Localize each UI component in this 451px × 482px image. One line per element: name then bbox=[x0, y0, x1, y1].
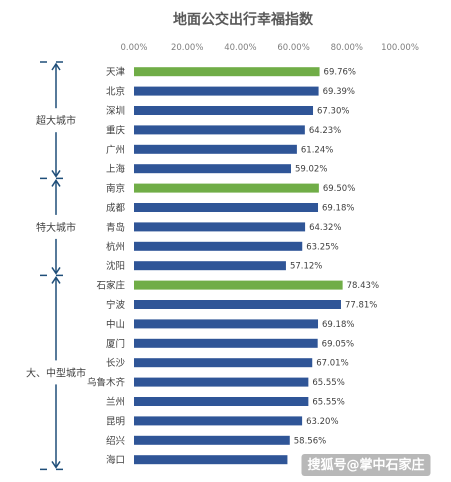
group-label: 超大城市 bbox=[36, 114, 76, 127]
group-label: 特大城市 bbox=[36, 221, 76, 234]
data-label: 59.02% bbox=[295, 165, 327, 175]
category-label: 成都 bbox=[106, 202, 126, 214]
category-label: 昆明 bbox=[106, 416, 125, 427]
x-tick-label: 80.00% bbox=[331, 43, 363, 53]
data-label: 61.24% bbox=[301, 145, 333, 155]
bar bbox=[134, 338, 318, 348]
category-label: 兰州 bbox=[106, 396, 125, 408]
bar bbox=[134, 261, 286, 271]
category-label: 长沙 bbox=[106, 357, 126, 369]
bar bbox=[134, 280, 343, 290]
category-label: 青岛 bbox=[106, 221, 125, 233]
data-label: 65.55% bbox=[312, 398, 344, 408]
category-label: 上海 bbox=[106, 163, 126, 175]
data-label: 67.01% bbox=[316, 359, 348, 369]
bar bbox=[134, 319, 319, 329]
data-label: 67.30% bbox=[317, 107, 349, 117]
arrow-head-up-icon bbox=[51, 179, 61, 187]
arrow-head-down-icon bbox=[51, 460, 61, 469]
bar bbox=[134, 86, 319, 96]
watermark-background bbox=[301, 454, 431, 476]
bar bbox=[134, 144, 297, 154]
bar bbox=[134, 455, 288, 465]
bar bbox=[134, 106, 314, 115]
arrow-head-up-icon bbox=[51, 62, 61, 71]
bar bbox=[134, 125, 305, 135]
category-label: 重庆 bbox=[106, 124, 126, 136]
data-label: 69.39% bbox=[323, 87, 355, 97]
bar bbox=[134, 203, 319, 212]
category-label: 沈阳 bbox=[106, 260, 125, 272]
bar bbox=[134, 358, 313, 368]
bar bbox=[134, 435, 290, 445]
data-label: 63.25% bbox=[306, 242, 338, 252]
bar bbox=[134, 164, 291, 174]
x-tick-label: 100.00% bbox=[381, 43, 419, 53]
data-label: 64.23% bbox=[309, 126, 341, 136]
x-tick-label: 0.00% bbox=[120, 43, 147, 53]
data-label: 69.18% bbox=[322, 204, 354, 214]
category-label: 厦门 bbox=[106, 338, 125, 350]
category-label: 宁波 bbox=[106, 299, 126, 311]
data-label: 63.20% bbox=[306, 417, 338, 427]
category-label: 深圳 bbox=[106, 106, 125, 117]
data-label: 64.32% bbox=[309, 223, 341, 233]
data-label: 78.43% bbox=[347, 281, 379, 291]
bar bbox=[134, 241, 303, 251]
category-label: 石家庄 bbox=[96, 280, 125, 292]
data-label: 69.50% bbox=[323, 184, 355, 194]
category-label: 北京 bbox=[106, 86, 125, 98]
x-tick-label: 40.00% bbox=[224, 43, 256, 53]
x-tick-label: 20.00% bbox=[171, 43, 203, 53]
bar bbox=[134, 397, 309, 406]
bar bbox=[134, 67, 320, 77]
data-label: 58.56% bbox=[294, 436, 326, 446]
data-label: 77.81% bbox=[345, 301, 377, 311]
category-label: 天津 bbox=[106, 67, 126, 78]
bar bbox=[134, 183, 319, 193]
data-label: 57.12% bbox=[290, 262, 322, 272]
arrow-head-down-icon bbox=[51, 169, 61, 178]
data-label: 65.55% bbox=[312, 378, 344, 388]
bar bbox=[134, 377, 309, 387]
bar bbox=[134, 300, 341, 309]
group-label-background bbox=[34, 219, 78, 235]
data-label: 69.05% bbox=[322, 339, 354, 349]
chart-title: 地面公交出行幸福指数 bbox=[173, 11, 314, 28]
data-label: 69.18% bbox=[322, 320, 354, 330]
category-label: 杭州 bbox=[106, 241, 125, 253]
category-label: 绍兴 bbox=[106, 435, 125, 447]
group-label-background bbox=[34, 113, 78, 129]
category-label: 乌鲁木齐 bbox=[87, 377, 126, 389]
bar bbox=[134, 222, 306, 232]
category-label: 中山 bbox=[106, 318, 125, 330]
x-tick-label: 60.00% bbox=[277, 43, 309, 53]
group-label: 大、中型城市 bbox=[26, 366, 86, 379]
arrow-head-up-icon bbox=[51, 276, 61, 284]
category-label: 南京 bbox=[106, 183, 125, 195]
bar bbox=[134, 416, 303, 426]
arrow-head-down-icon bbox=[51, 266, 61, 275]
category-label: 广州 bbox=[106, 144, 125, 156]
group-label-background bbox=[24, 365, 88, 381]
watermark-text: 搜狐号@掌中石家庄 bbox=[307, 457, 424, 473]
data-label: 69.76% bbox=[324, 68, 356, 78]
category-label: 海口 bbox=[106, 454, 125, 466]
